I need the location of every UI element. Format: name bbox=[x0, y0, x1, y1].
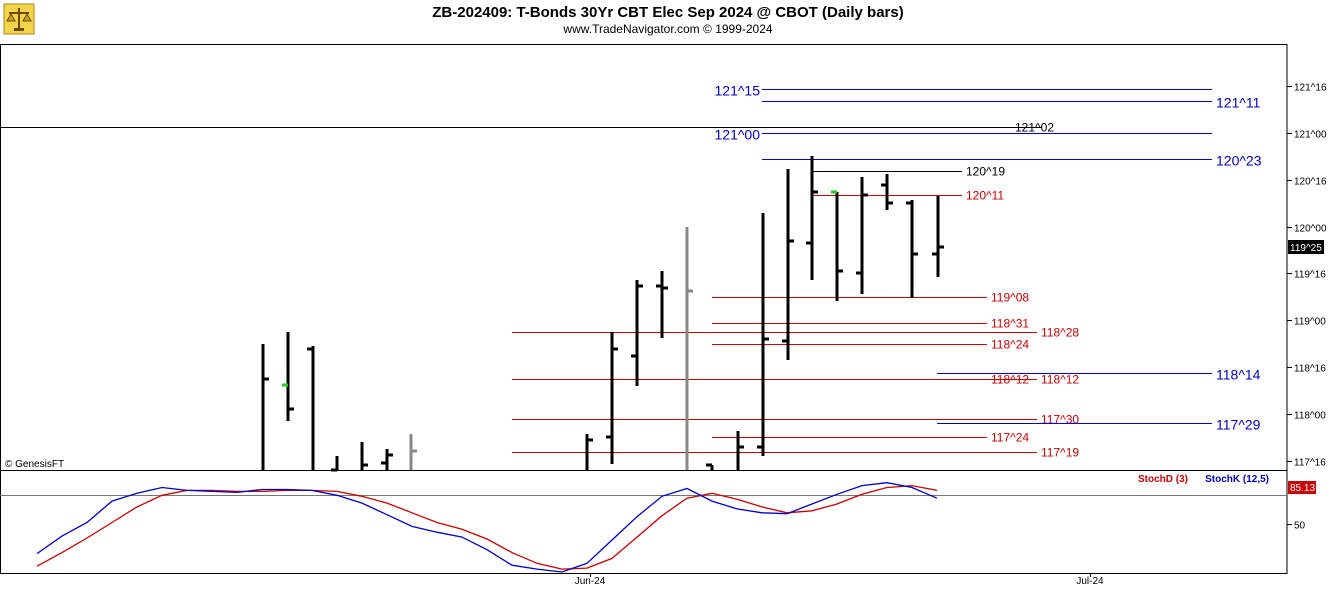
price-axis-label: 118^00 bbox=[1294, 411, 1326, 422]
time-axis-label: Jul-24 bbox=[1076, 576, 1104, 587]
stoch-value-tag bbox=[1288, 481, 1316, 494]
price-axis-label: 120^16 bbox=[1294, 177, 1327, 188]
ohlc-bar bbox=[585, 434, 593, 470]
ohlc-bar bbox=[360, 442, 368, 470]
last-price-tag bbox=[1288, 240, 1324, 254]
price-axis-label: 120^00 bbox=[1294, 224, 1327, 235]
level-label: 118^31 bbox=[991, 317, 1029, 331]
legend-stochd: StochD (3) bbox=[1138, 474, 1188, 485]
ohlc-bar bbox=[656, 271, 668, 338]
ohlc-bar bbox=[831, 190, 843, 301]
scales-logo-icon bbox=[3, 3, 35, 35]
level-label: 117^24 bbox=[991, 431, 1029, 445]
price-axis-label: 119^00 bbox=[1294, 317, 1326, 328]
chart-subtitle: www.TradeNavigator.com © 1999-2024 bbox=[563, 22, 773, 36]
ohlc-bar bbox=[331, 456, 339, 472]
chart-header: ZB-202409: T-Bonds 30Yr CBT Elec Sep 202… bbox=[0, 0, 1336, 44]
level-label: 118^28 bbox=[1041, 326, 1079, 340]
level-label: 121^15 bbox=[715, 83, 761, 99]
ohlc-bar bbox=[782, 169, 794, 360]
ohlc-bar bbox=[856, 177, 868, 294]
legend-stochk: StochK (12,5) bbox=[1205, 474, 1269, 485]
price-axis-label: 121^16 bbox=[1294, 83, 1327, 94]
price-axis-label: 121^00 bbox=[1294, 130, 1327, 141]
ohlc-bar bbox=[381, 449, 393, 470]
level-label: 120^11 bbox=[966, 189, 1004, 203]
level-label: 119^08 bbox=[991, 291, 1029, 305]
chart-title: ZB-202409: T-Bonds 30Yr CBT Elec Sep 202… bbox=[432, 4, 904, 21]
level-label: 120^19 bbox=[966, 165, 1005, 179]
level-label: 117^19 bbox=[1041, 446, 1079, 460]
ohlc-bar bbox=[307, 346, 315, 470]
plot-frame bbox=[0, 44, 1288, 574]
genesisft-watermark: © GenesisFT bbox=[5, 459, 64, 470]
ohlc-bar bbox=[282, 332, 294, 421]
level-label: 121^02 bbox=[1015, 121, 1054, 135]
stochk-line bbox=[36, 482, 938, 573]
stochd-line bbox=[36, 484, 938, 570]
level-label: 118^14 bbox=[1216, 367, 1261, 383]
stoch-value-label: 85.13 bbox=[1290, 483, 1315, 494]
ohlc-bar bbox=[806, 156, 818, 280]
last-price-label: 119^25 bbox=[1290, 243, 1322, 254]
level-label: 120^23 bbox=[1216, 153, 1262, 169]
level-label: 118^12 bbox=[1041, 373, 1079, 387]
ohlc-bar bbox=[881, 174, 893, 210]
ohlc-bar bbox=[631, 280, 643, 386]
price-axis-label: 118^16 bbox=[1294, 364, 1326, 375]
level-label: 117^29 bbox=[1216, 417, 1261, 433]
level-label: 118^24 bbox=[991, 338, 1029, 352]
level-label: 117^30 bbox=[1041, 413, 1079, 427]
ohlc-bar bbox=[932, 196, 944, 277]
level-label: 121^00 bbox=[715, 127, 761, 143]
ohlc-bar bbox=[706, 463, 714, 470]
ohlc-bar bbox=[757, 213, 769, 456]
price-axis-label: 117^16 bbox=[1294, 458, 1326, 469]
ohlc-bar bbox=[685, 227, 693, 470]
ohlc-bar bbox=[409, 434, 417, 470]
level-label: 121^11 bbox=[1216, 95, 1261, 111]
ohlc-bar bbox=[906, 200, 918, 298]
ohlc-bar bbox=[606, 332, 618, 464]
stoch-axis-label: 50 bbox=[1294, 521, 1306, 532]
ohlc-bar bbox=[261, 344, 269, 470]
time-axis-label: Jun-24 bbox=[575, 576, 606, 587]
ohlc-bar bbox=[736, 431, 744, 470]
price-axis-label: 119^16 bbox=[1294, 270, 1326, 281]
